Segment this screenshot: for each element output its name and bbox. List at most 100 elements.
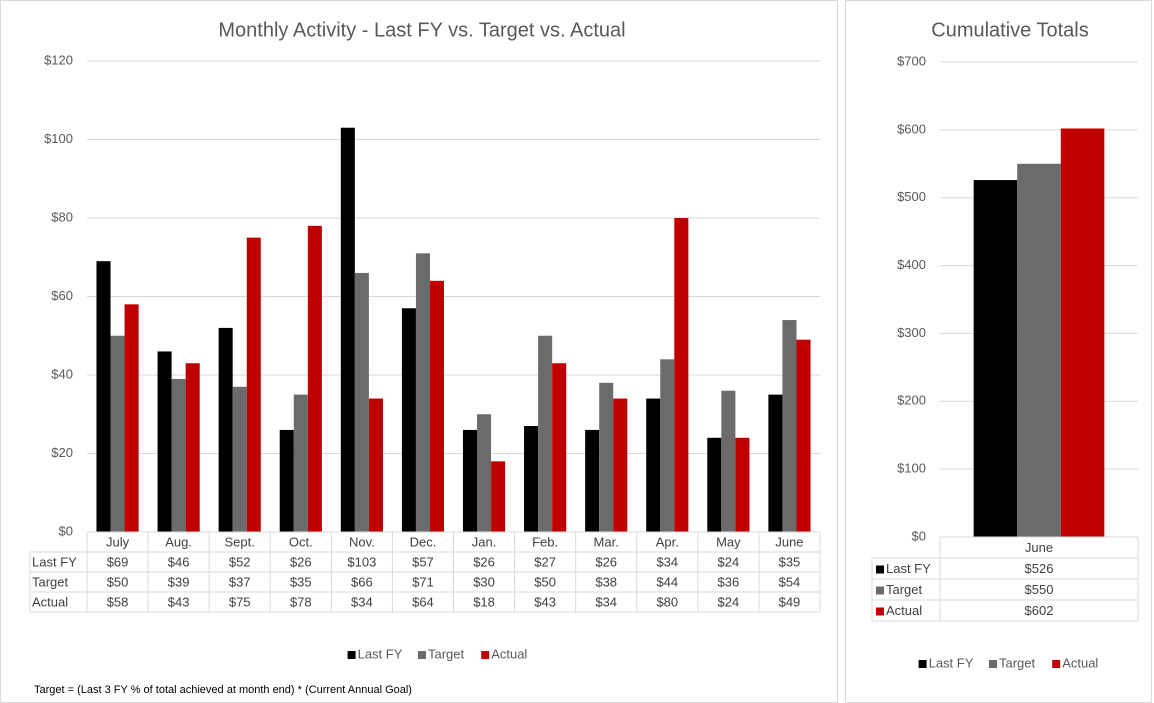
table-value: $26 [595,554,617,569]
y-tick-label: $300 [897,325,926,340]
bar [477,414,492,532]
x-tick-label: Mar. [594,534,619,549]
bar [538,335,553,532]
bar [185,363,200,532]
x-tick-label: Jan. [472,534,497,549]
bar [462,429,478,532]
legend-key [347,651,356,659]
bar [124,304,139,532]
bar [293,394,308,532]
table-value: $58 [107,594,129,609]
bar [721,390,736,532]
bar [1017,163,1061,538]
bar [524,426,539,532]
bar [674,218,689,532]
table-value: $78 [290,594,312,609]
table-value: $526 [1025,561,1054,576]
legend-key [989,660,997,668]
x-tick-label: Feb. [532,534,558,549]
bar [246,237,261,532]
table-series-label: Actual [32,594,68,609]
bar [279,429,294,532]
y-tick-label: $200 [897,393,926,408]
table-series-label: Target [886,582,923,597]
table-series-label: Actual [886,603,922,618]
bar [354,272,369,532]
y-tick-label: $0 [59,523,73,538]
y-tick-label: $100 [44,131,73,146]
table-value: $71 [412,574,434,589]
table-value: $103 [347,554,376,569]
legend-key [1052,660,1061,668]
table-value: $24 [718,594,740,609]
x-tick-label: Oct. [289,534,313,549]
y-tick-label: $80 [51,209,73,224]
bar [340,127,355,532]
x-tick-label: June [1025,540,1053,555]
bar [782,320,797,532]
table-value: $64 [412,594,434,609]
table-value: $37 [229,574,251,589]
table-series-label: Last FY [886,561,931,576]
y-tick-label: $40 [51,366,73,381]
table-value: $57 [412,554,434,569]
table-value: $80 [656,594,678,609]
bar [429,280,445,532]
table-value: $36 [718,574,740,589]
y-tick-label: $120 [44,52,73,67]
table-value: $30 [473,574,495,589]
y-tick-label: $500 [897,189,926,204]
y-tick-label: $100 [897,461,926,476]
bar [1060,128,1105,537]
legend-key [918,660,927,668]
table-value: $24 [718,554,740,569]
x-tick-label: June [775,534,803,549]
bar [415,253,430,532]
bar [491,461,506,532]
y-tick-label: $20 [51,445,73,460]
bar [157,351,172,532]
legend-label: Last FY [358,646,403,661]
bar [552,363,567,532]
chart-title: Cumulative Totals [931,19,1088,41]
x-tick-label: Aug. [165,534,192,549]
legend-key [876,586,884,595]
x-tick-label: Nov. [349,534,375,549]
x-tick-label: May [716,534,741,549]
bar [796,339,811,532]
table-value: $52 [229,554,251,569]
table-value: $26 [473,554,495,569]
table-value: $39 [168,574,190,589]
table-value: $18 [473,594,495,609]
table-value: $602 [1025,603,1054,618]
table-value: $43 [168,594,190,609]
bar [218,327,233,532]
y-tick-label: $0 [912,528,926,543]
legend-label: Actual [491,646,527,661]
table-value: $34 [595,594,617,609]
bar [401,308,416,532]
x-tick-label: Sept. [225,534,255,549]
bar [232,386,247,532]
chart-title: Monthly Activity - Last FY vs. Target vs… [218,19,625,41]
table-value: $35 [290,574,312,589]
table-value: $34 [656,554,678,569]
bar [735,437,750,532]
bar [171,378,186,532]
legend-key [418,651,426,659]
table-value: $34 [351,594,373,609]
table-value: $54 [779,574,801,589]
bar [613,398,628,532]
legend-label: Last FY [929,655,974,670]
bar [707,437,722,532]
y-tick-label: $600 [897,121,926,136]
y-tick-label: $400 [897,257,926,272]
table-value: $35 [779,554,801,569]
table-value: $26 [290,554,312,569]
bar [660,359,675,532]
table-value: $75 [229,594,251,609]
x-tick-label: Dec. [410,534,437,549]
bar [110,335,125,532]
bar [585,429,600,532]
